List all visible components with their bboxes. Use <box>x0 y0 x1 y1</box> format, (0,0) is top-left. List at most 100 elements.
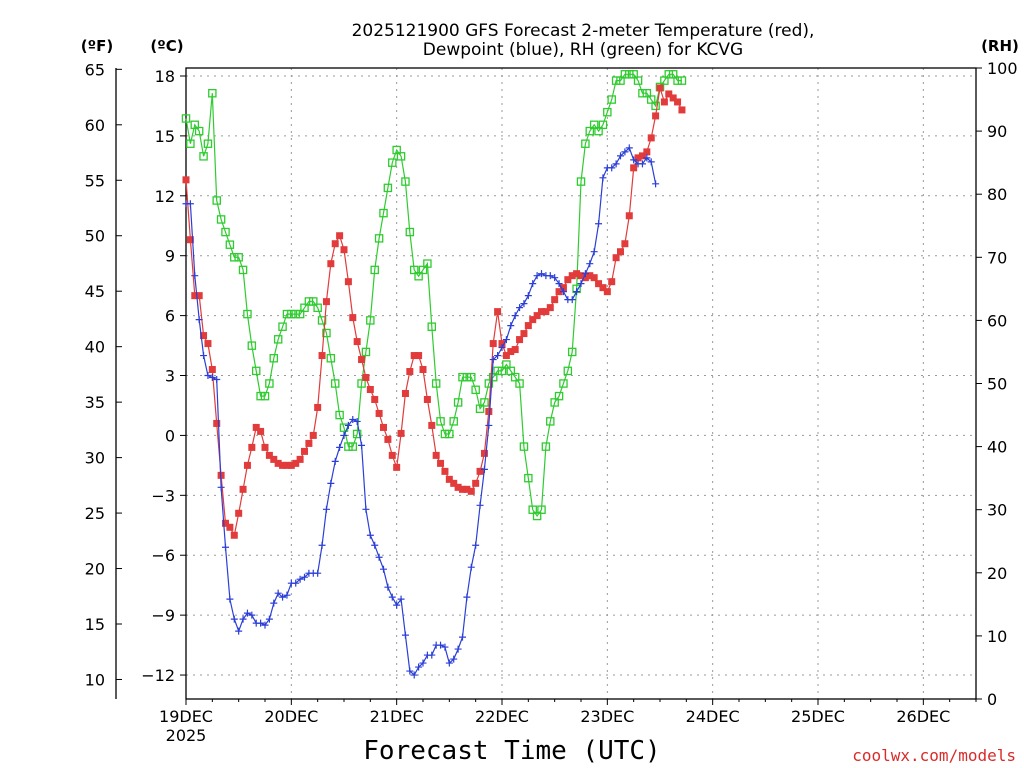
rh-point <box>449 417 458 426</box>
temperature-point <box>678 106 686 114</box>
dewpoint-point <box>314 569 322 577</box>
temperature-point <box>489 340 497 348</box>
dewpoint-point <box>511 312 519 320</box>
temperature-point <box>248 443 256 451</box>
rh-point <box>405 227 415 237</box>
temperature-point <box>331 240 339 248</box>
temperature-point <box>441 467 449 475</box>
dewpoint-point <box>375 553 383 561</box>
rh-point <box>453 398 463 407</box>
dewpoint-point <box>322 505 330 513</box>
temperature-point <box>643 148 651 156</box>
temperature-point <box>186 236 194 244</box>
dewpoint-point <box>230 615 238 623</box>
dewpoint-series <box>182 144 660 679</box>
x-tick-label: 19DEC <box>159 707 213 726</box>
temperature-point <box>230 531 238 539</box>
rh-point <box>585 126 595 136</box>
rh-point <box>313 303 322 313</box>
dewpoint-point <box>261 621 269 629</box>
temperature-point <box>261 443 269 451</box>
rh-tick-label: 100 <box>987 59 1018 78</box>
temperature-point <box>428 421 436 429</box>
temperature-point <box>208 366 216 374</box>
rh-point <box>190 120 200 130</box>
rh-point <box>216 215 226 224</box>
dewpoint-point <box>608 164 616 172</box>
rh-point <box>607 95 616 104</box>
dewpoint-point <box>186 200 194 208</box>
rh-point <box>497 366 507 376</box>
temperature-point <box>397 429 405 437</box>
rh-point <box>668 70 678 79</box>
temperature-point <box>380 423 387 431</box>
dewpoint-point <box>380 565 387 573</box>
celsius-tick-label: 6 <box>165 307 175 326</box>
rh-point <box>528 505 537 514</box>
rh-point <box>344 442 353 451</box>
rh-point <box>194 126 204 136</box>
dewpoint-point <box>489 356 497 364</box>
x-tick-label: 20DEC <box>264 707 318 726</box>
rh-point <box>291 309 300 319</box>
dewpoint-point <box>327 479 335 487</box>
temperature-point <box>625 212 633 220</box>
dewpoint-point <box>551 274 559 282</box>
rh-point <box>620 70 630 79</box>
rh-point <box>581 139 590 148</box>
x-tick-label: 23DEC <box>580 707 634 726</box>
rh-tick-label: 0 <box>987 690 997 709</box>
dewpoint-point <box>371 541 379 549</box>
rh-point <box>370 265 379 275</box>
dewpoint-point <box>533 272 541 280</box>
dewpoint-point <box>248 611 256 619</box>
celsius-tick-label: 3 <box>165 367 175 386</box>
fahrenheit-tick-label: 40 <box>85 338 105 357</box>
temperature-point <box>577 272 585 280</box>
dewpoint-point <box>472 541 480 549</box>
dewpoint-point <box>612 160 620 168</box>
rh-series <box>181 70 687 521</box>
temperature-point <box>204 340 212 348</box>
temperature-point <box>327 260 335 268</box>
credit-link[interactable]: coolwx.com/models <box>852 746 1016 765</box>
rh-point <box>383 183 393 193</box>
rh-point <box>396 152 406 161</box>
rh-point <box>493 366 502 376</box>
fahrenheit-tick-label: 30 <box>85 449 105 468</box>
rh-point <box>550 398 559 407</box>
dewpoint-point <box>243 609 251 617</box>
celsius-tick-label: 15 <box>155 127 175 146</box>
rh-tick-label: 40 <box>987 438 1007 457</box>
dewpoint-point <box>573 288 581 296</box>
celsius-tick-label: −6 <box>151 546 175 565</box>
fahrenheit-tick-label: 25 <box>85 504 105 523</box>
dewpoint-point <box>450 655 458 663</box>
temperature-point <box>502 352 510 360</box>
rh-point <box>651 101 660 111</box>
rh-point <box>633 76 643 85</box>
dewpoint-point <box>353 417 361 425</box>
rh-point <box>392 145 401 155</box>
rh-point <box>278 322 287 331</box>
fahrenheit-tick-label: 50 <box>85 227 105 246</box>
rh-point <box>598 120 608 130</box>
temperature-point <box>485 407 493 415</box>
dewpoint-point <box>590 248 598 256</box>
temperature-point <box>634 154 642 162</box>
rh-point <box>616 76 625 85</box>
rh-point <box>295 309 305 319</box>
dewpoint-point <box>257 619 265 627</box>
temperature-point <box>603 288 611 296</box>
rh-point <box>589 120 599 130</box>
temperature-point <box>375 409 383 417</box>
temperature-point <box>559 284 567 292</box>
chart-title-line1: 2025121900 GFS Forecast 2-meter Temperat… <box>352 21 815 41</box>
temperature-point <box>581 274 589 282</box>
dewpoint-point <box>204 372 212 380</box>
rh-point <box>475 404 485 413</box>
dewpoint-point <box>265 615 273 623</box>
rh-point <box>379 208 388 218</box>
rh-point <box>519 442 529 451</box>
rh-point <box>251 366 261 376</box>
